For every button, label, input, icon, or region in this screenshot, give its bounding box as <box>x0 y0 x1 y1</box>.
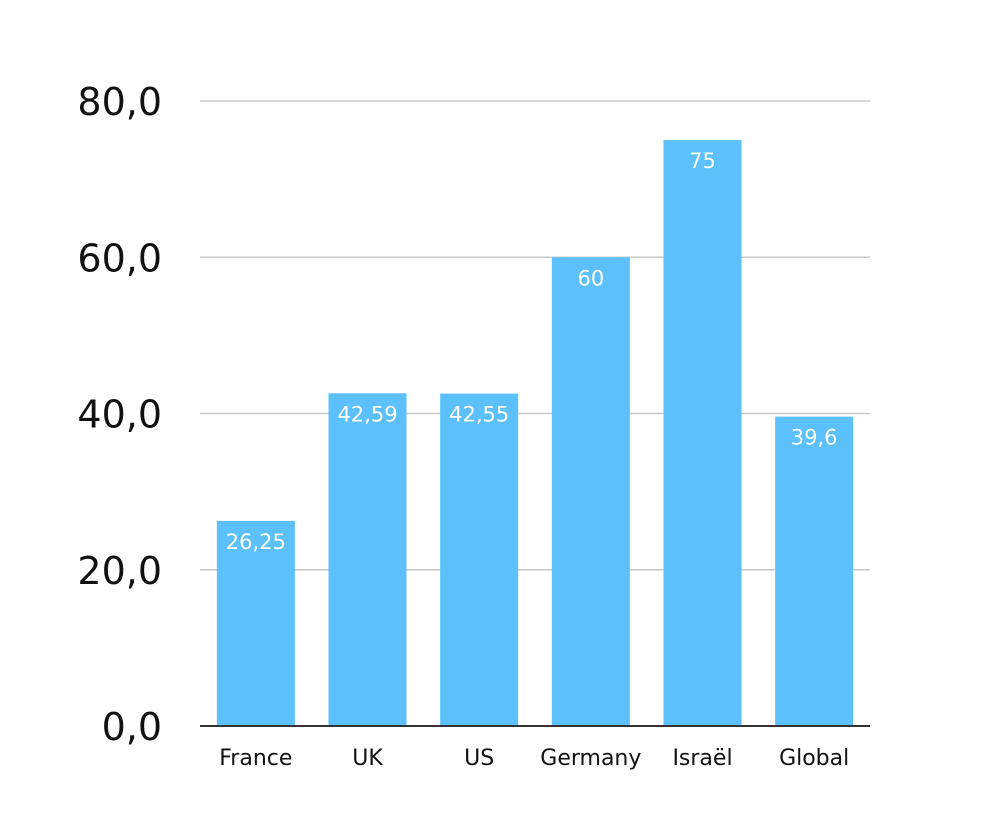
bar <box>663 140 742 726</box>
x-tick-label: France <box>219 746 292 771</box>
x-tick-label: Germany <box>540 746 641 771</box>
bar <box>216 520 295 726</box>
bar-value-label: 60 <box>577 266 604 290</box>
data-labels: 26,25 42,59 42,55 60 75 39,6 <box>226 149 838 554</box>
y-tick-label: 20,0 <box>77 549 162 593</box>
grid-lines <box>200 100 870 571</box>
bar <box>440 393 519 726</box>
y-tick-label: 0,0 <box>102 705 162 749</box>
x-tick-label: Global <box>779 746 849 771</box>
y-axis-tick-labels: 0,0 20,0 40,0 60,0 80,0 <box>77 80 162 749</box>
bar <box>328 393 407 726</box>
bar-value-label: 75 <box>689 149 716 173</box>
bar-value-label: 42,55 <box>449 403 509 427</box>
x-tick-label: US <box>464 746 494 771</box>
x-tick-label: UK <box>352 746 383 771</box>
bar-value-label: 42,59 <box>337 402 397 426</box>
bar <box>551 257 630 726</box>
y-tick-label: 60,0 <box>77 236 162 280</box>
x-axis-tick-labels: France UK US Germany Israël Global <box>219 746 849 771</box>
bar-value-label: 39,6 <box>791 426 838 450</box>
bar-value-label: 26,25 <box>226 530 286 554</box>
x-tick-label: Israël <box>672 746 732 771</box>
y-tick-label: 40,0 <box>77 393 162 437</box>
y-tick-label: 80,0 <box>77 80 162 124</box>
bars <box>216 140 854 726</box>
bar <box>775 416 854 726</box>
